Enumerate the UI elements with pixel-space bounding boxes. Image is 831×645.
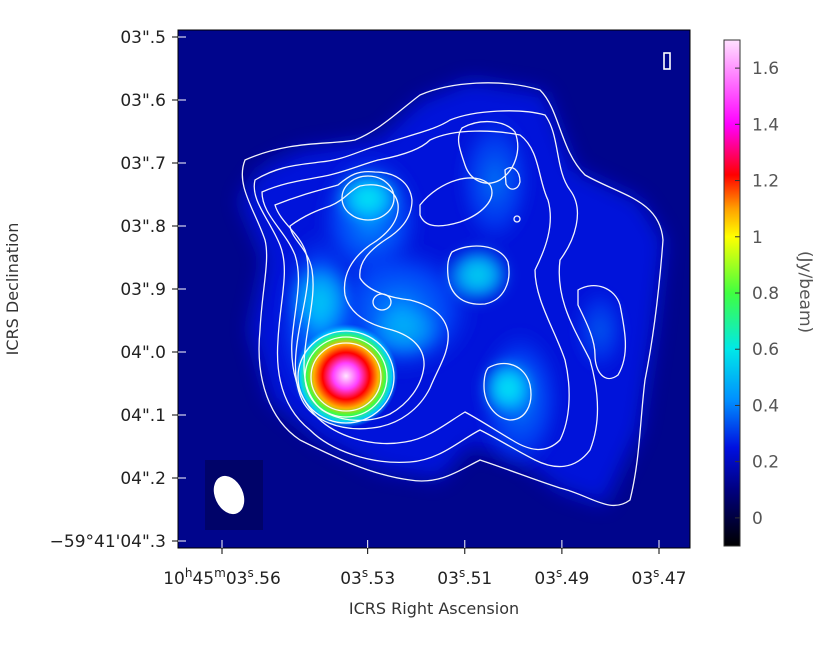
- y-tick-label: 03".9: [120, 280, 166, 300]
- contour-west-loop: [577, 285, 627, 380]
- colorbar-tick-label: 1.2: [752, 172, 779, 192]
- contour-clump-north: [341, 175, 395, 221]
- y-tick-label: 04".1: [120, 406, 166, 426]
- contour-small-knot-2: [513, 215, 521, 223]
- contour-southwest: [483, 362, 532, 421]
- contour-inner-hole-2: [504, 167, 521, 190]
- colorbar-tick-label: 0: [752, 509, 763, 529]
- bridge-east: [288, 260, 352, 340]
- peak-source: [294, 324, 398, 428]
- colorbar-ticks: 0 0.2 0.4 0.6 0.8 1 1.2 1.4 1.6: [735, 59, 779, 529]
- x-tick-label: 03s.49: [534, 566, 589, 589]
- emission-structure: [275, 110, 628, 475]
- contour-level-5: [289, 184, 425, 422]
- clump-north: [334, 170, 402, 226]
- colorbar-tick-label: 0.8: [752, 284, 779, 304]
- contour-lines: [241, 82, 664, 506]
- y-tick-label: 03".8: [120, 217, 166, 237]
- y-tick-label: 04".0: [120, 343, 166, 363]
- contour-ring-2: [304, 336, 388, 418]
- contour-inner-hole-1: [419, 177, 493, 227]
- colorbar-tick-label: 1: [752, 228, 763, 248]
- scale-marker: [663, 52, 671, 70]
- y-tick-label: 03".7: [120, 154, 166, 174]
- clump-southwest: [480, 358, 536, 418]
- y-tick-label: −59°41'04".3: [50, 532, 166, 552]
- colorbar-tick-label: 1.4: [752, 115, 779, 135]
- colorbar-tick-label: 1.6: [752, 59, 779, 79]
- x-axis-ticks: 10h45m03s.56 03s.53 03s.51 03s.49 03s.47: [163, 540, 686, 589]
- contour-center-west: [446, 245, 510, 305]
- y-axis-ticks: 03".5 03".6 03".7 03".8 03".9 04".0 04".1 04".2…: [50, 28, 186, 552]
- clump-center-west: [444, 245, 512, 305]
- x-axis-title: ICRS Right Ascension: [349, 599, 519, 618]
- colorbar-tick-label: 0.6: [752, 340, 779, 360]
- y-axis-title: ICRS Declination: [3, 223, 22, 356]
- contour-level-2: [253, 110, 599, 468]
- contour-level-4: [274, 170, 449, 430]
- colorbar-tick-label: 0.4: [752, 396, 779, 416]
- x-tick-label: 03s.51: [437, 566, 492, 589]
- y-tick-label: 04".2: [120, 469, 166, 489]
- contour-level-1: [241, 82, 664, 506]
- contour-ring-3: [310, 342, 382, 412]
- beam-ellipse: [213, 475, 245, 515]
- contour-north-arm: [457, 121, 519, 184]
- emission-map: [178, 30, 690, 548]
- colorbar-label: (Jy/beam): [795, 251, 815, 333]
- x-tick-label: 03s.47: [632, 566, 687, 589]
- contour-small-knot-1: [372, 293, 392, 311]
- y-tick-label: 03".5: [120, 28, 166, 48]
- x-tick-label: 10h45m03s.56: [163, 566, 281, 589]
- western-loop: [572, 285, 628, 375]
- contour-level-3: [261, 130, 570, 451]
- x-tick-label: 03s.53: [340, 566, 395, 589]
- contour-ring-1: [297, 330, 395, 424]
- colorbar-tick-label: 0.2: [752, 453, 779, 473]
- y-tick-label: 03".6: [120, 91, 166, 111]
